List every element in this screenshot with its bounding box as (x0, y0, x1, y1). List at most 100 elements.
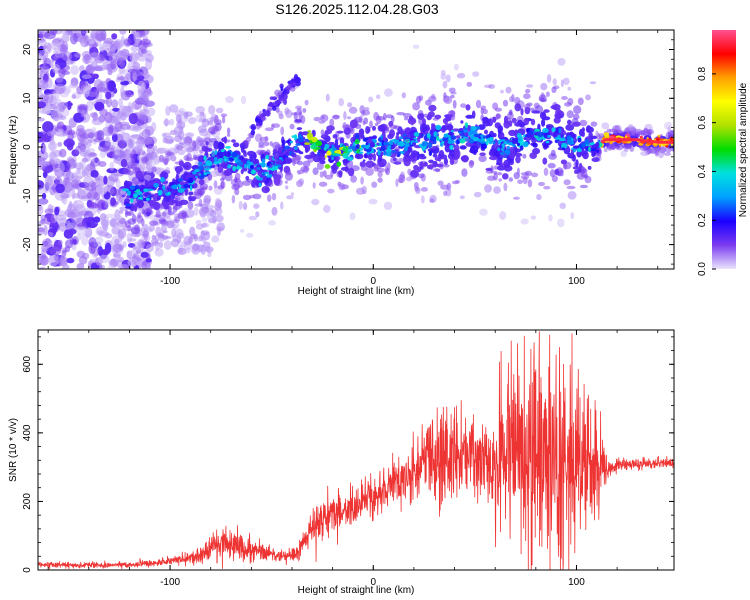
halo-cell (420, 195, 425, 204)
halo-cell (284, 180, 288, 184)
noise-cell (112, 243, 123, 253)
noise-cell (132, 61, 141, 71)
ridge-cell (572, 148, 576, 153)
noise-cell (189, 226, 196, 237)
ridge-cell (281, 139, 286, 145)
noise-cell (38, 198, 49, 205)
halo-cell (460, 103, 467, 108)
halo-cell (377, 177, 383, 183)
halo-cell (531, 110, 540, 114)
ridge-cell (274, 165, 279, 171)
halo-cell (543, 109, 550, 113)
ridge-cell (428, 151, 433, 157)
halo-cell (551, 86, 557, 94)
halo-cell (152, 145, 158, 151)
ridge-cell (153, 183, 159, 188)
snr-y-tick-label: 400 (22, 424, 33, 441)
halo-cell (272, 152, 277, 156)
noise-cell (161, 132, 172, 137)
halo-cell (402, 148, 411, 157)
halo-cell (193, 156, 203, 160)
ridge-cell (366, 138, 373, 144)
halo-cell (500, 89, 504, 94)
ridge-cell (228, 157, 235, 163)
ridge-cell (440, 141, 445, 144)
halo-cell (268, 220, 276, 226)
branch-cell (267, 103, 274, 107)
ridge-cell (458, 138, 461, 141)
noise-cell (81, 74, 92, 79)
halo-cell (123, 180, 129, 190)
noise-cell (130, 45, 140, 52)
ridge-cell (362, 159, 366, 162)
halo-cell (577, 97, 584, 106)
halo-cell (246, 232, 254, 238)
noise-cell (165, 106, 171, 116)
halo-cell (349, 126, 355, 135)
ridge-cell (377, 137, 382, 142)
ridge-cell (348, 146, 354, 150)
halo-cell (161, 211, 167, 217)
noise-cell (145, 258, 152, 263)
noise-cell (114, 238, 120, 245)
halo-cell (469, 160, 475, 166)
halo-cell (615, 143, 624, 151)
halo-cell (304, 99, 309, 106)
noise-cell (80, 30, 89, 35)
ridge-cell (143, 188, 149, 193)
halo-cell (332, 134, 338, 139)
halo-cell (324, 129, 332, 135)
ridge-cell (194, 168, 200, 173)
noise-cell (75, 225, 88, 236)
ridge-cell (331, 148, 338, 151)
ridge-cell (297, 137, 305, 143)
halo-cell (213, 140, 220, 150)
ridge-cell (657, 134, 661, 138)
halo-cell (320, 134, 327, 139)
halo-cell (567, 86, 572, 91)
noise-cell (116, 76, 125, 81)
ridge-cell (307, 130, 312, 133)
noise-cell (43, 57, 51, 67)
ridge-cell (291, 135, 298, 139)
halo-cell (162, 230, 168, 234)
halo-cell (495, 113, 501, 119)
halo-cell (620, 150, 627, 157)
halo-cell (208, 173, 213, 181)
spectrogram-x-tick-label: 100 (568, 276, 585, 287)
snr-frame (37, 329, 675, 571)
ridge-cell (317, 151, 320, 156)
snr-y-tick-label: 200 (22, 493, 33, 510)
ridge-cell (295, 143, 301, 147)
halo-cell (453, 63, 459, 71)
noise-cell (62, 130, 68, 137)
ridge-cell (211, 151, 215, 156)
noise-cell (42, 121, 54, 133)
branch-cell (250, 129, 256, 136)
spectrogram-y-tick-label: -20 (22, 237, 33, 252)
ridge-cell (442, 136, 449, 142)
noise-cell (143, 74, 154, 84)
noise-cell (96, 199, 106, 211)
noise-cell (38, 53, 43, 63)
noise-cell (139, 95, 149, 104)
halo-cell (364, 107, 370, 111)
halo-cell (456, 72, 466, 79)
snr-y-tick-label: 600 (22, 356, 33, 373)
halo-cell (553, 117, 561, 124)
noise-cell (90, 170, 99, 178)
halo-cell (199, 187, 205, 197)
noise-cell (177, 232, 185, 239)
halo-cell (224, 172, 233, 182)
noise-cell (57, 162, 65, 175)
noise-cell (115, 50, 128, 62)
ridge-cell (236, 161, 243, 166)
noise-cell (117, 150, 129, 158)
halo-cell (271, 206, 278, 216)
noise-cell (109, 161, 115, 171)
halo-cell (186, 152, 192, 161)
ridge-cell (242, 160, 247, 164)
noise-cell (136, 118, 145, 126)
halo-cell (385, 126, 390, 131)
halo-cell (503, 182, 508, 192)
